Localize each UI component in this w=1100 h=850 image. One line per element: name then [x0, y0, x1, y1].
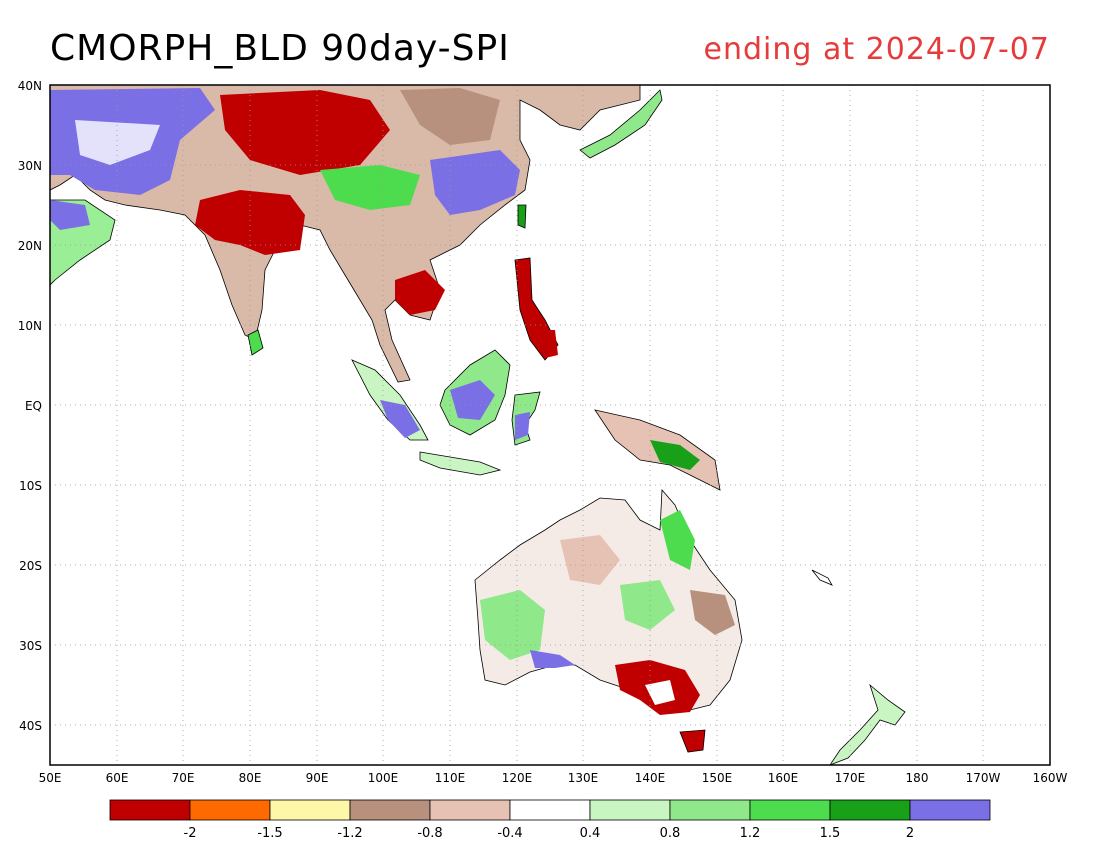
graticule — [50, 85, 1050, 765]
colorbar-label: 0.4 — [580, 826, 601, 841]
y-axis-labels: 40N 30N 20N 10N EQ 10S 20S 30S 40S — [18, 79, 42, 733]
x-tick-label: 140E — [635, 771, 666, 785]
taiwan — [517, 204, 527, 229]
colorbar-swatch — [829, 799, 911, 821]
colorbar-swatch — [749, 799, 831, 821]
x-tick-label: 170W — [966, 771, 1001, 785]
colorbar-label: -0.8 — [417, 826, 442, 841]
y-tick-label: 40S — [19, 719, 42, 733]
colorbar-label: 1.2 — [740, 826, 761, 841]
colorbar-swatch — [429, 799, 511, 821]
x-tick-label: 110E — [435, 771, 466, 785]
colorbar-swatch — [509, 799, 591, 821]
x-tick-label: 160E — [768, 771, 799, 785]
colorbar-label: -1.5 — [257, 826, 282, 841]
y-tick-label: 10N — [18, 319, 42, 333]
y-tick-label: 40N — [18, 79, 42, 93]
colorbar-label: -2 — [184, 826, 197, 841]
x-tick-label: 90E — [306, 771, 329, 785]
y-tick-label: 20S — [19, 559, 42, 573]
x-tick-label: 50E — [39, 771, 62, 785]
colorbar-label: 1.5 — [820, 826, 841, 841]
colorbar-swatch — [349, 799, 431, 821]
x-tick-label: 130E — [568, 771, 599, 785]
colorbar-label: -0.4 — [497, 826, 522, 841]
x-tick-label: 100E — [368, 771, 399, 785]
x-tick-label: 80E — [239, 771, 262, 785]
y-tick-label: 10S — [19, 479, 42, 493]
x-tick-label: 180 — [906, 771, 929, 785]
map-title: CMORPH_BLD 90day-SPI — [50, 28, 510, 69]
new-caledonia — [811, 569, 833, 586]
colorbar-swatch — [669, 799, 751, 821]
x-tick-label: 170E — [835, 771, 866, 785]
y-tick-label: 20N — [18, 239, 42, 253]
map-frame-border — [49, 84, 1051, 766]
colorbar-label: -1.2 — [337, 826, 362, 841]
tasmania — [679, 729, 706, 753]
y-tick-label: 30N — [18, 159, 42, 173]
y-tick-label: 30S — [19, 639, 42, 653]
japan — [579, 89, 663, 159]
colorbar-swatch — [909, 799, 991, 821]
map-date-subtitle: ending at 2024-07-07 — [703, 32, 1050, 67]
colorbar-swatch — [269, 799, 351, 821]
new-zealand — [829, 683, 906, 765]
colorbar-label: 2 — [906, 826, 914, 841]
colorbar-swatch — [189, 799, 271, 821]
x-tick-label: 160W — [1033, 771, 1068, 785]
colorbar-label: 0.8 — [660, 826, 681, 841]
java — [419, 451, 502, 476]
x-tick-label: 60E — [106, 771, 129, 785]
x-tick-label: 150E — [702, 771, 733, 785]
colorbar-swatch — [589, 799, 671, 821]
sri-lanka — [247, 329, 264, 356]
colorbar: -2 -1.5 -1.2 -0.8 -0.4 0.4 0.8 1.2 1.5 2 — [109, 799, 991, 841]
colorbar-swatch — [109, 799, 191, 821]
x-tick-label: 70E — [172, 771, 195, 785]
x-tick-label: 120E — [502, 771, 533, 785]
spi-anomaly-patches — [50, 88, 735, 715]
x-axis-labels: 50E 60E 70E 80E 90E 100E 110E 120E 130E … — [39, 771, 1068, 785]
y-tick-label: EQ — [25, 399, 42, 413]
